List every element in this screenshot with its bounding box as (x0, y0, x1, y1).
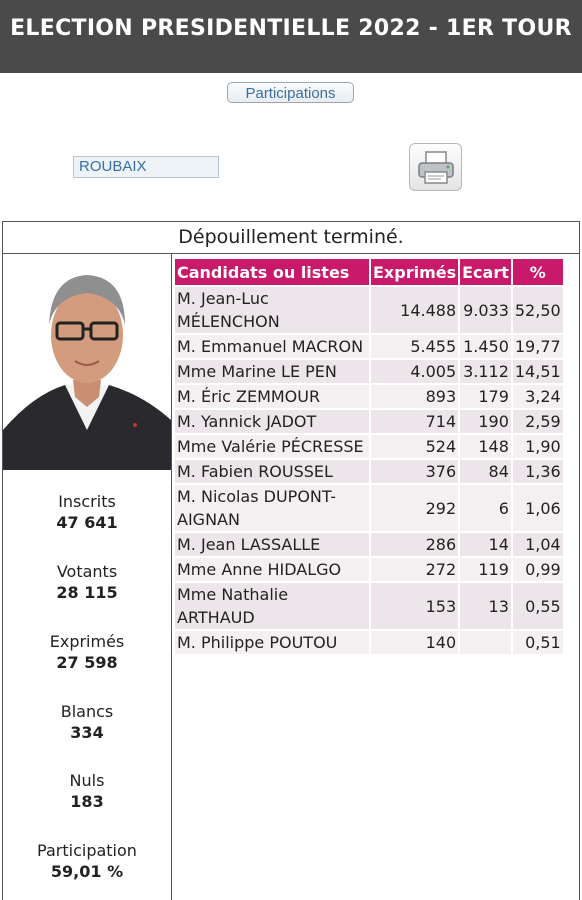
ecart-value: 1.450 (460, 335, 511, 358)
column-divider (171, 254, 172, 900)
candidate-name: M. Éric ZEMMOUR (175, 385, 369, 408)
candidate-name: M. Philippe POUTOU (175, 631, 369, 654)
percent-value: 1,36 (512, 460, 563, 483)
stat-inscrits: Inscrits 47 641 (3, 492, 171, 534)
ecart-value: 119 (460, 558, 511, 581)
table-row: M. Emmanuel MACRON 5.455 1.450 19,77 (175, 335, 563, 358)
column-header-candidates: Candidats ou listes (175, 259, 369, 285)
exprimes-value: 524 (371, 435, 459, 458)
candidate-name: Mme Valérie PÉCRESSE (175, 435, 369, 458)
ecart-value: 84 (460, 460, 511, 483)
column-header-percent: % (512, 259, 563, 285)
percent-value: 0,51 (512, 631, 563, 654)
stat-value: 27 598 (56, 653, 118, 672)
stat-blancs: Blancs 334 (3, 702, 171, 744)
percent-value: 0,55 (512, 583, 563, 629)
exprimes-value: 4.005 (371, 360, 459, 383)
exprimes-value: 376 (371, 460, 459, 483)
exprimes-value: 893 (371, 385, 459, 408)
percent-value: 2,59 (512, 410, 563, 433)
ecart-value (460, 631, 511, 654)
candidate-name: M. Yannick JADOT (175, 410, 369, 433)
table-row: Mme Valérie PÉCRESSE 524 148 1,90 (175, 435, 563, 458)
stat-participation: Participation 59,01 % (3, 841, 171, 883)
candidate-name: Mme Nathalie ARTHAUD (175, 583, 369, 629)
exprimes-value: 272 (371, 558, 459, 581)
ecart-value: 148 (460, 435, 511, 458)
participations-button[interactable]: Participations (227, 82, 354, 103)
ecart-value: 13 (460, 583, 511, 629)
exprimes-value: 292 (371, 485, 459, 531)
table-row: Mme Anne HIDALGO 272 119 0,99 (175, 558, 563, 581)
table-row: M. Philippe POUTOU 140 0,51 (175, 631, 563, 654)
candidate-name: Mme Anne HIDALGO (175, 558, 369, 581)
table-row: M. Fabien ROUSSEL 376 84 1,36 (175, 460, 563, 483)
percent-value: 14,51 (512, 360, 563, 383)
exprimes-value: 14.488 (371, 287, 459, 333)
ecart-value: 9.033 (460, 287, 511, 333)
printer-icon (418, 151, 454, 184)
stat-label: Exprimés (49, 632, 125, 651)
stat-label: Inscrits (58, 492, 116, 511)
stat-value: 183 (70, 792, 104, 811)
page-title: ELECTION PRESIDENTIELLE 2022 - 1ER TOUR (0, 0, 582, 73)
exprimes-value: 140 (371, 631, 459, 654)
candidate-name: M. Nicolas DUPONT-AIGNAN (175, 485, 369, 531)
column-header-exprimes: Exprimés (371, 259, 459, 285)
candidate-name: M. Jean LASSALLE (175, 533, 369, 556)
exprimes-value: 153 (371, 583, 459, 629)
stat-exprimes: Exprimés 27 598 (3, 632, 171, 674)
stat-votants: Votants 28 115 (3, 562, 171, 604)
stat-value: 47 641 (56, 513, 118, 532)
percent-value: 1,04 (512, 533, 563, 556)
count-status: Dépouillement terminé. (2, 221, 580, 254)
table-row: M. Yannick JADOT 714 190 2,59 (175, 410, 563, 433)
commune-select[interactable]: ROUBAIX (73, 156, 219, 178)
exprimes-value: 286 (371, 533, 459, 556)
stat-nuls: Nuls 183 (3, 771, 171, 813)
results-panel (2, 221, 580, 900)
ecart-value: 179 (460, 385, 511, 408)
exprimes-value: 714 (371, 410, 459, 433)
results-table: Candidats ou listes Exprimés Ecart % M. … (173, 257, 565, 656)
print-button[interactable] (409, 143, 462, 191)
stat-label: Nuls (69, 771, 105, 790)
ecart-value: 3.112 (460, 360, 511, 383)
table-row: M. Jean LASSALLE 286 14 1,04 (175, 533, 563, 556)
percent-value: 1,06 (512, 485, 563, 531)
ecart-value: 14 (460, 533, 511, 556)
table-row: M. Éric ZEMMOUR 893 179 3,24 (175, 385, 563, 408)
candidate-name: M. Fabien ROUSSEL (175, 460, 369, 483)
stat-label: Blancs (60, 702, 114, 721)
table-header-row: Candidats ou listes Exprimés Ecart % (175, 259, 563, 285)
percent-value: 0,99 (512, 558, 563, 581)
stat-label: Votants (56, 562, 118, 581)
percent-value: 1,90 (512, 435, 563, 458)
table-row: Mme Marine LE PEN 4.005 3.112 14,51 (175, 360, 563, 383)
percent-value: 19,77 (512, 335, 563, 358)
column-header-ecart: Ecart (460, 259, 511, 285)
candidate-name: M. Jean-Luc MÉLENCHON (175, 287, 369, 333)
ecart-value: 190 (460, 410, 511, 433)
stat-label: Participation (37, 841, 137, 860)
stat-value: 59,01 % (50, 862, 124, 881)
table-row: Mme Nathalie ARTHAUD 153 13 0,55 (175, 583, 563, 629)
exprimes-value: 5.455 (371, 335, 459, 358)
table-row: M. Jean-Luc MÉLENCHON 14.488 9.033 52,50 (175, 287, 563, 333)
percent-value: 52,50 (512, 287, 563, 333)
candidate-name: M. Emmanuel MACRON (175, 335, 369, 358)
ecart-value: 6 (460, 485, 511, 531)
stat-value: 334 (70, 723, 104, 742)
percent-value: 3,24 (512, 385, 563, 408)
stat-value: 28 115 (56, 583, 118, 602)
table-row: M. Nicolas DUPONT-AIGNAN 292 6 1,06 (175, 485, 563, 531)
candidate-photo (3, 255, 171, 470)
candidate-name: Mme Marine LE PEN (175, 360, 369, 383)
